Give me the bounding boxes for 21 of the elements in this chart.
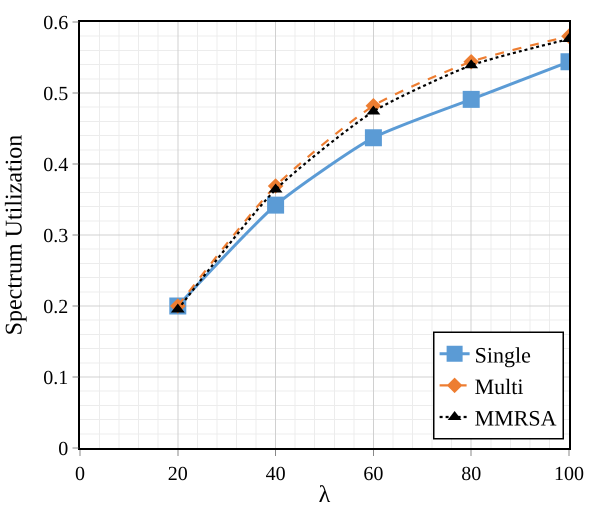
point (267, 196, 284, 214)
x-tick-label: 60 (363, 462, 384, 485)
x-tick-label: 0 (75, 462, 85, 485)
y-axis-title: Spectrum Utilization (2, 134, 28, 336)
x-tick-label: 20 (168, 462, 188, 485)
y-tick-label: 0 (58, 438, 68, 460)
legend-label: Multi (474, 374, 524, 399)
x-axis-title: λ (318, 482, 331, 508)
y-tick-label: 0.2 (43, 296, 68, 318)
y-tick-label: 0.4 (43, 154, 68, 176)
y-tick-label: 0.1 (43, 367, 68, 389)
legend-label: Single (474, 342, 531, 368)
x-tick-label: 40 (266, 462, 286, 485)
y-tick-label: 0.3 (43, 225, 68, 247)
y-tick-label: 0.5 (43, 83, 68, 105)
point (364, 129, 382, 146)
x-tick-label: 100 (554, 462, 584, 485)
point (462, 90, 480, 108)
x-tick-label: 80 (461, 462, 482, 485)
legend-label: MMRSA (474, 406, 557, 431)
y-tick-label: 0.6 (43, 12, 68, 34)
